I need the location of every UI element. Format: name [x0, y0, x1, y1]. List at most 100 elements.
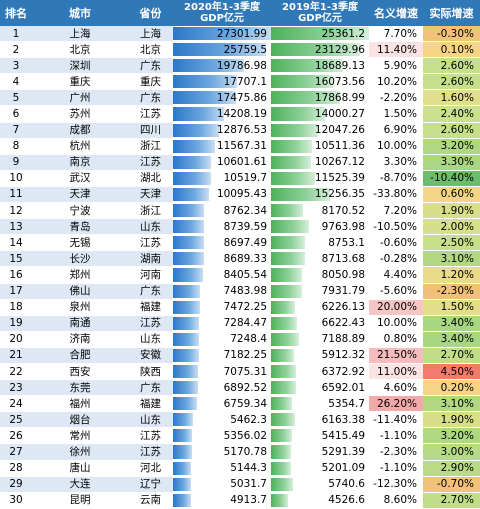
real-growth-cell: 2.60%: [423, 122, 480, 139]
gdp-value: 10267.12: [314, 156, 365, 169]
nominal-growth-cell: 11.40%: [369, 41, 423, 59]
header-row: 排名 城市 省份 2020年1-3季度GDP亿元 2019年1-3季度GDP亿元…: [0, 0, 480, 26]
gdp-2019-cell: 5912.32: [271, 347, 369, 364]
gdp-2020-bar: [173, 187, 210, 202]
table-row: 2 北京 北京 25759.5 23129.96 11.40% 0.10%: [0, 41, 480, 59]
real-growth-cell: 2.60%: [423, 57, 480, 75]
rank-cell: 2: [0, 41, 32, 59]
real-growth-cell: 0.60%: [423, 186, 480, 204]
table-row: 12 宁波 浙江 8762.34 8170.52 7.20% 1.90%: [0, 202, 480, 220]
city-cell: 上海: [32, 26, 128, 43]
gdp-value: 7284.47: [223, 317, 267, 330]
gdp-2019-bar: [271, 252, 305, 266]
gdp-2020-bar: [173, 397, 198, 411]
gdp-2019-cell: 6226.13: [271, 299, 369, 316]
province-cell: 湖南: [128, 250, 173, 268]
gdp-2019-cell: 5740.6: [271, 476, 369, 493]
nominal-growth-cell: 4.60%: [369, 379, 423, 397]
gdp-2020-cell: 7284.47: [173, 315, 271, 332]
province-cell: 江苏: [128, 234, 173, 252]
gdp-2019-cell: 7188.89: [271, 331, 369, 348]
nominal-growth-cell: 7.70%: [369, 26, 423, 43]
nominal-growth-cell: 0.80%: [369, 331, 423, 348]
table-row: 19 南通 江苏 7284.47 6622.43 10.00% 3.40%: [0, 315, 480, 332]
gdp-value: 19786.98: [216, 59, 267, 72]
gdp-2019-cell: 5354.7: [271, 395, 369, 413]
rank-cell: 21: [0, 347, 32, 364]
province-cell: 浙江: [128, 138, 173, 155]
gdp-2020-cell: 10095.43: [173, 186, 271, 204]
rank-cell: 22: [0, 363, 32, 381]
rank-cell: 23: [0, 379, 32, 397]
header-province: 省份: [128, 0, 173, 26]
table-row: 14 无锡 江苏 8697.49 8753.1 -0.60% 2.50%: [0, 234, 480, 252]
gdp-2020-bar: [173, 123, 220, 137]
header-nominal-growth: 名义增速: [369, 0, 423, 26]
gdp-2020-cell: 10601.61: [173, 154, 271, 171]
real-growth-cell: -0.30%: [423, 26, 480, 43]
gdp-2019-cell: 11525.39: [271, 170, 369, 187]
nominal-growth-cell: 10.20%: [369, 73, 423, 91]
rank-cell: 25: [0, 411, 32, 429]
province-cell: 广东: [128, 89, 173, 107]
rank-cell: 30: [0, 492, 32, 509]
province-cell: 上海: [128, 26, 173, 43]
gdp-2020-bar: [173, 220, 205, 234]
gdp-2020-bar: [173, 204, 205, 218]
rank-cell: 29: [0, 476, 32, 493]
gdp-2019-cell: 6163.38: [271, 411, 369, 429]
gdp-2020-cell: 14208.19: [173, 105, 271, 123]
table-row: 13 青岛 山东 8739.59 9763.98 -10.50% 2.00%: [0, 218, 480, 236]
gdp-value: 7248.4: [230, 333, 267, 346]
gdp-2019-cell: 23129.96: [271, 41, 369, 59]
gdp-value: 25759.5: [223, 43, 267, 56]
gdp-value: 16073.56: [314, 75, 365, 88]
gdp-2019-cell: 5415.49: [271, 427, 369, 445]
gdp-2019-cell: 14000.27: [271, 105, 369, 123]
table-row: 17 佛山 广东 7483.98 7931.79 -5.60% -2.30%: [0, 283, 480, 300]
table-row: 29 大连 辽宁 5031.7 5740.6 -12.30% -0.70%: [0, 476, 480, 493]
gdp-value: 6163.38: [321, 413, 365, 426]
gdp-2020-bar: [173, 332, 199, 346]
gdp-value: 6759.34: [223, 397, 267, 410]
gdp-2020-cell: 5031.7: [173, 476, 271, 493]
gdp-value: 8753.1: [328, 236, 365, 249]
real-growth-cell: 2.40%: [423, 105, 480, 123]
rank-cell: 6: [0, 105, 32, 123]
real-growth-cell: 2.70%: [423, 492, 480, 509]
header-rank: 排名: [0, 0, 32, 26]
gdp-2019-bar: [271, 332, 299, 346]
gdp-value: 18689.13: [314, 59, 365, 72]
real-growth-cell: -10.40%: [423, 170, 480, 187]
nominal-growth-cell: 10.00%: [369, 315, 423, 332]
gdp-2020-cell: 8405.54: [173, 266, 271, 284]
gdp-2019-bar: [271, 220, 309, 234]
table-row: 26 常州 江苏 5356.02 5415.49 -1.10% 3.20%: [0, 427, 480, 445]
nominal-growth-cell: -0.28%: [369, 250, 423, 268]
gdp-2019-cell: 8170.52: [271, 202, 369, 220]
nominal-growth-cell: -11.40%: [369, 411, 423, 429]
gdp-2020-cell: 25759.5: [173, 41, 271, 59]
gdp-2019-bar: [271, 381, 297, 395]
table-row: 15 长沙 湖南 8689.33 8713.68 -0.28% 3.10%: [0, 250, 480, 268]
gdp-2020-cell: 6892.52: [173, 379, 271, 397]
gdp-2020-bar: [173, 300, 200, 314]
city-cell: 宁波: [32, 202, 128, 220]
table-header: 排名 城市 省份 2020年1-3季度GDP亿元 2019年1-3季度GDP亿元…: [0, 0, 480, 26]
city-cell: 苏州: [32, 105, 128, 123]
gdp-2019-cell: 10267.12: [271, 154, 369, 171]
gdp-2019-bar: [271, 397, 292, 411]
city-cell: 泉州: [32, 299, 128, 316]
gdp-2020-cell: 7472.25: [173, 299, 271, 316]
gdp-value: 8713.68: [321, 252, 365, 265]
gdp-value: 7931.79: [321, 285, 365, 298]
real-growth-cell: 2.90%: [423, 460, 480, 477]
gdp-value: 7472.25: [223, 301, 267, 314]
province-cell: 广东: [128, 57, 173, 75]
city-cell: 北京: [32, 41, 128, 59]
table-row: 16 郑州 河南 8405.54 8050.98 4.40% 1.20%: [0, 266, 480, 284]
gdp-2020-bar: [173, 429, 193, 443]
gdp-2020-bar: [173, 348, 199, 362]
nominal-growth-cell: -12.30%: [369, 476, 423, 493]
city-cell: 杭州: [32, 138, 128, 155]
